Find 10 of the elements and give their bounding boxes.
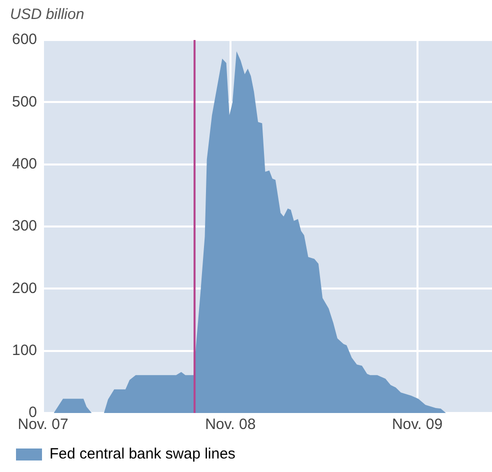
- y-tick-label: 500: [12, 93, 38, 110]
- y-tick-label: 100: [12, 342, 38, 359]
- x-tick-label: Nov. 09: [392, 416, 443, 434]
- y-tick-label: 600: [12, 31, 38, 48]
- y-axis-title: USD billion: [10, 6, 84, 23]
- legend-label: Fed central bank swap lines: [50, 446, 236, 463]
- y-tick-label: 200: [12, 280, 38, 297]
- x-tick-label: Nov. 08: [205, 416, 256, 434]
- y-tick-label: 300: [12, 218, 38, 235]
- y-tick-label: 400: [12, 155, 38, 172]
